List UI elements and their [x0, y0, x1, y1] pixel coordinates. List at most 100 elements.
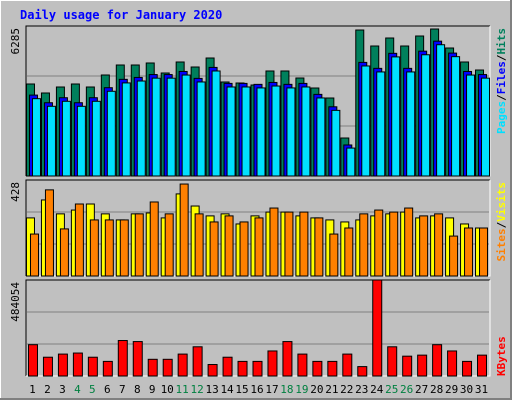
- x-tick-label: 29: [445, 383, 458, 396]
- x-tick-label: 7: [119, 383, 126, 396]
- legend-entry: KBytes: [495, 336, 508, 376]
- x-tick-label: 5: [89, 383, 96, 396]
- x-tick-label: 22: [340, 383, 353, 396]
- bar: [119, 219, 129, 277]
- x-tick-label: 11: [176, 383, 189, 396]
- bar: [402, 355, 413, 377]
- legend-separator: /: [495, 221, 508, 228]
- x-tick-label: 20: [310, 383, 323, 396]
- x-tick-label: 21: [325, 383, 338, 396]
- bar: [59, 228, 69, 277]
- bar: [419, 215, 429, 277]
- legend: Sites/Visits: [495, 182, 508, 262]
- bar: [346, 147, 356, 177]
- bar: [147, 358, 158, 377]
- bar: [192, 346, 203, 377]
- bar: [267, 350, 278, 377]
- bar: [312, 360, 323, 377]
- bar: [417, 354, 428, 377]
- bar: [391, 56, 401, 177]
- bar: [331, 109, 341, 177]
- x-tick-label: 31: [475, 383, 488, 396]
- bar: [102, 360, 113, 377]
- bar: [466, 74, 476, 177]
- x-tick-label: 19: [295, 383, 308, 396]
- x-tick-label: 13: [205, 383, 218, 396]
- x-tick-label: 9: [149, 383, 156, 396]
- bar: [389, 211, 399, 277]
- legend: KBytes: [495, 336, 508, 376]
- bar: [271, 85, 281, 177]
- bar: [211, 70, 221, 177]
- bar: [207, 364, 218, 377]
- bar: [166, 77, 176, 177]
- bar: [136, 80, 146, 177]
- x-tick-label: 4: [74, 383, 81, 396]
- bar: [164, 213, 174, 277]
- bar: [434, 213, 444, 277]
- bar: [481, 77, 491, 177]
- bar: [374, 209, 384, 277]
- legend-entry: Sites: [495, 228, 508, 261]
- bar: [89, 219, 99, 277]
- bar: [44, 189, 54, 277]
- bar: [432, 344, 443, 377]
- bar: [74, 203, 84, 277]
- x-tick-label: 18: [280, 383, 293, 396]
- bar: [76, 105, 86, 177]
- bar: [42, 356, 53, 377]
- x-tick-label: 17: [265, 383, 278, 396]
- bar: [376, 71, 386, 177]
- bar: [87, 356, 98, 377]
- bar: [226, 86, 236, 177]
- x-tick-label: 2: [44, 383, 51, 396]
- bar: [209, 221, 219, 277]
- bar: [344, 227, 354, 277]
- bar: [239, 221, 249, 277]
- bar: [447, 350, 458, 377]
- bar: [449, 235, 459, 277]
- bar: [241, 86, 251, 177]
- bar: [117, 340, 128, 377]
- bar: [252, 360, 263, 377]
- x-tick-label: 1: [29, 383, 36, 396]
- bar: [464, 227, 474, 277]
- bar: [436, 44, 446, 177]
- bar: [46, 105, 56, 177]
- bar: [254, 217, 264, 277]
- bar: [284, 211, 294, 277]
- bar: [406, 71, 416, 177]
- bar: [29, 233, 39, 277]
- bar: [224, 215, 234, 277]
- x-tick-label: 15: [235, 383, 248, 396]
- x-tick-label: 8: [134, 383, 141, 396]
- bar: [286, 87, 296, 177]
- bar: [316, 97, 326, 177]
- x-tick-label: 16: [250, 383, 263, 396]
- bar: [179, 183, 189, 277]
- bar: [314, 217, 324, 277]
- bar: [57, 353, 68, 377]
- bar: [72, 352, 83, 377]
- y-tick-label: 428: [9, 182, 22, 202]
- bar: [269, 207, 279, 277]
- bar: [151, 77, 161, 177]
- bar: [104, 219, 114, 277]
- bar: [387, 346, 398, 377]
- bar: [256, 87, 266, 177]
- bar: [31, 98, 41, 177]
- chart-title: Daily usage for January 2020: [20, 8, 222, 22]
- x-tick-label: 24: [370, 383, 384, 396]
- bar: [196, 81, 206, 177]
- bar: [357, 366, 368, 377]
- x-tick-label: 30: [460, 383, 473, 396]
- bar: [299, 211, 309, 277]
- y-tick-label: 484054: [9, 282, 22, 322]
- y-tick-label: 6285: [9, 28, 22, 55]
- legend-entry: Hits: [495, 28, 508, 55]
- bar: [359, 213, 369, 277]
- bar: [121, 82, 131, 177]
- x-tick-label: 3: [59, 383, 66, 396]
